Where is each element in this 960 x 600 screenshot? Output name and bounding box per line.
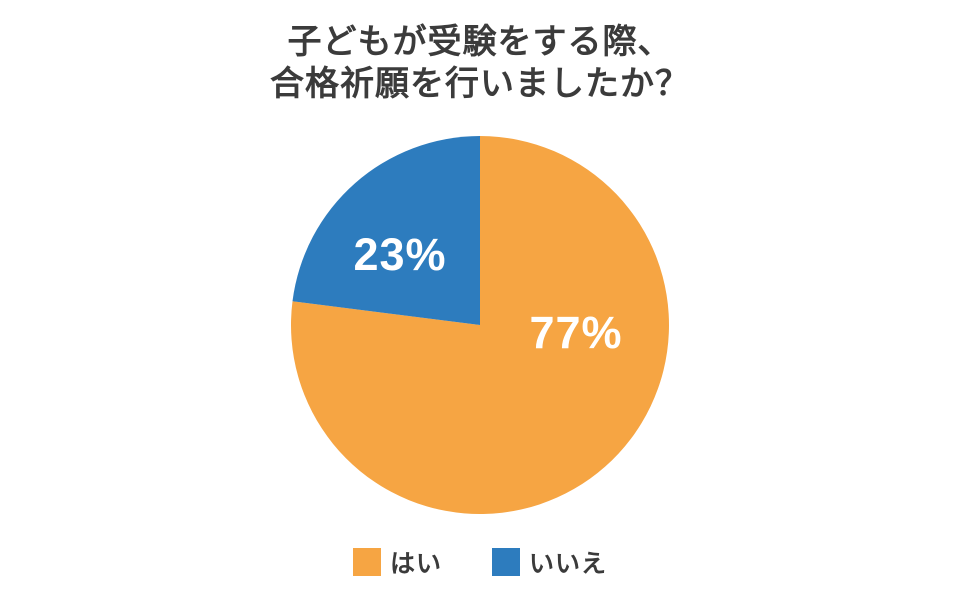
- legend-item-yes: はい: [352, 544, 442, 580]
- slice-label-no: 23%: [353, 229, 447, 280]
- legend-label-yes: はい: [389, 550, 442, 578]
- legend-label-no: いいえ: [529, 550, 608, 578]
- pie-chart: 77% 23%: [291, 136, 669, 514]
- legend-item-no: いいえ: [492, 544, 607, 580]
- pie-slice-yes: [291, 136, 669, 514]
- chart-title: 子どもが受験をする際、 合格祈願を行いましたか？: [0, 21, 960, 105]
- chart-title-line2: 合格祈願を行いましたか？: [270, 65, 690, 103]
- legend-swatch-yes: [352, 548, 381, 576]
- pie-slice-no: [292, 136, 480, 325]
- chart-title-line1: 子どもが受験をする際、: [287, 23, 673, 61]
- slice-label-yes: 77%: [529, 307, 623, 358]
- legend-swatch-no: [492, 548, 520, 576]
- legend: はい いいえ: [0, 544, 960, 580]
- pie-svg: [291, 136, 669, 514]
